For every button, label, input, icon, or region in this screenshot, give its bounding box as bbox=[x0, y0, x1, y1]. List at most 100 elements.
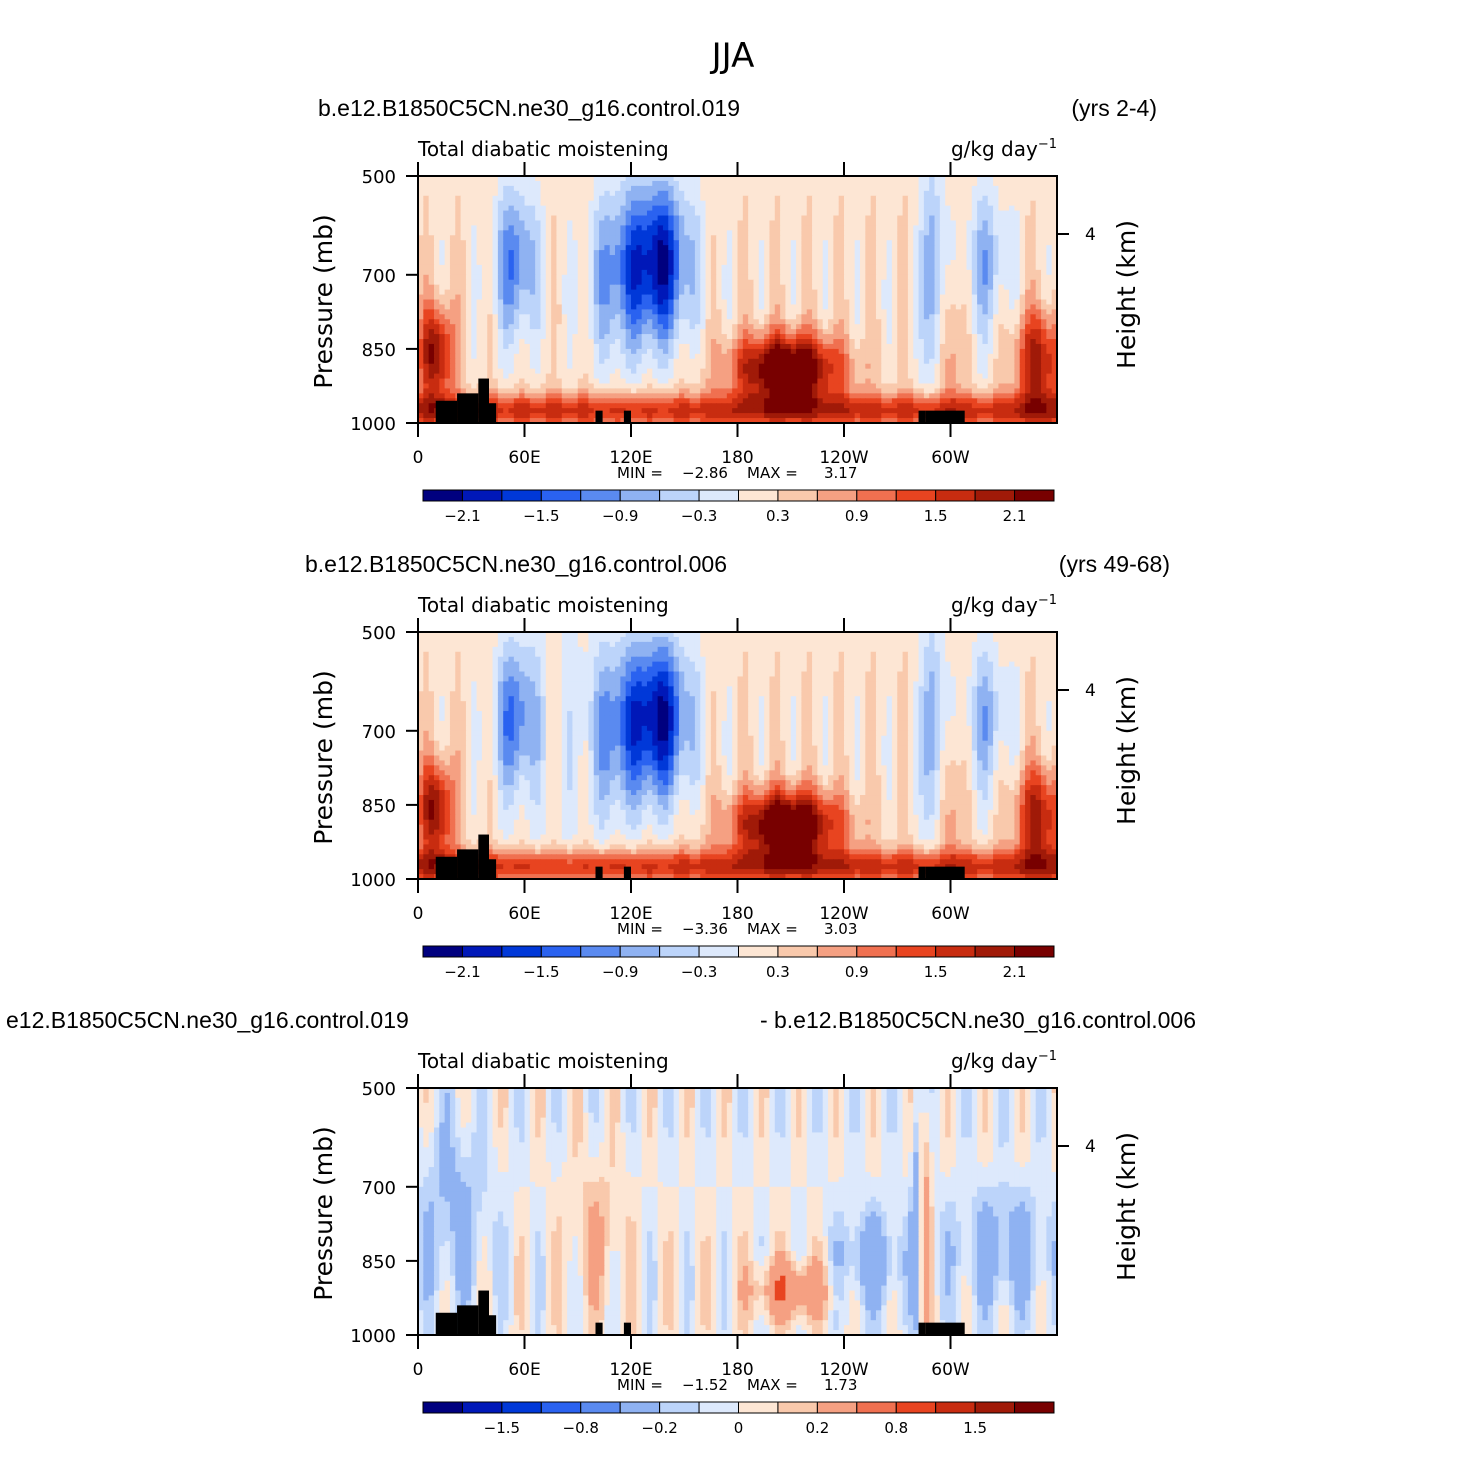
field-cell bbox=[892, 206, 898, 212]
field-cell bbox=[775, 369, 781, 375]
field-cell bbox=[807, 240, 813, 246]
field-cell bbox=[1030, 349, 1036, 355]
field-cell bbox=[1004, 314, 1010, 320]
field-cell bbox=[977, 181, 983, 187]
field-cell bbox=[913, 295, 919, 301]
field-cell bbox=[471, 349, 477, 355]
field-cell bbox=[455, 300, 461, 306]
field-cell bbox=[679, 369, 685, 375]
field-cell bbox=[753, 364, 759, 370]
field-cell bbox=[775, 374, 781, 380]
field-cell bbox=[1041, 255, 1047, 261]
field-cell bbox=[578, 235, 584, 241]
field-cell bbox=[823, 225, 829, 231]
field-cell bbox=[812, 309, 818, 315]
field-cell bbox=[961, 280, 967, 286]
field-cell bbox=[871, 250, 877, 256]
field-cell bbox=[738, 235, 744, 241]
field-cell bbox=[940, 265, 946, 271]
field-cell bbox=[588, 245, 594, 251]
field-cell bbox=[530, 339, 536, 345]
field-cell bbox=[525, 324, 531, 330]
field-cell bbox=[839, 220, 845, 226]
field-cell bbox=[540, 220, 546, 226]
field-cell bbox=[828, 275, 834, 281]
field-cell bbox=[855, 314, 861, 320]
field-cell bbox=[684, 349, 690, 355]
field-cell bbox=[780, 314, 786, 320]
field-cell bbox=[594, 314, 600, 320]
field-cell bbox=[652, 196, 658, 202]
field-cell bbox=[849, 354, 855, 360]
field-cell bbox=[679, 280, 685, 286]
field-cell bbox=[956, 196, 962, 202]
field-cell bbox=[562, 235, 568, 241]
field-cell bbox=[1025, 304, 1031, 310]
field-cell bbox=[700, 275, 706, 281]
field-cell bbox=[455, 225, 461, 231]
field-cell bbox=[1025, 255, 1031, 261]
field-cell bbox=[945, 290, 951, 296]
field-cell bbox=[1036, 260, 1042, 266]
field-cell bbox=[764, 334, 770, 340]
field-cell bbox=[445, 201, 451, 207]
field-cell bbox=[551, 280, 557, 286]
field-cell bbox=[881, 319, 887, 325]
field-cell bbox=[823, 220, 829, 226]
field-cell bbox=[892, 280, 898, 286]
field-cell bbox=[785, 245, 791, 251]
field-cell bbox=[966, 216, 972, 222]
field-cell bbox=[759, 270, 765, 276]
field-cell bbox=[945, 359, 951, 365]
field-cell bbox=[429, 275, 435, 281]
field-cell bbox=[509, 275, 515, 281]
field-cell bbox=[572, 186, 578, 192]
field-cell bbox=[951, 304, 957, 310]
field-cell bbox=[759, 329, 765, 335]
field-cell bbox=[471, 364, 477, 370]
field-cell bbox=[897, 334, 903, 340]
field-cell bbox=[695, 186, 701, 192]
field-cell bbox=[785, 354, 791, 360]
field-cell bbox=[865, 364, 871, 370]
field-cell bbox=[594, 245, 600, 251]
field-cell bbox=[439, 220, 445, 226]
field-cell bbox=[450, 196, 456, 202]
field-cell bbox=[594, 349, 600, 355]
field-cell bbox=[732, 275, 738, 281]
field-cell bbox=[988, 339, 994, 345]
field-cell bbox=[716, 369, 722, 375]
field-cell bbox=[679, 300, 685, 306]
field-cell bbox=[604, 196, 610, 202]
field-cell bbox=[514, 314, 520, 320]
field-cell bbox=[535, 196, 541, 202]
field-cell bbox=[434, 319, 440, 325]
field-cell bbox=[1014, 369, 1020, 375]
field-cell bbox=[940, 324, 946, 330]
field-cell bbox=[929, 191, 935, 197]
field-cell bbox=[977, 290, 983, 296]
field-cell bbox=[988, 290, 994, 296]
field-cell bbox=[439, 295, 445, 301]
field-cell bbox=[919, 314, 925, 320]
field-cell bbox=[801, 349, 807, 355]
field-cell bbox=[1014, 250, 1020, 256]
field-cell bbox=[748, 349, 754, 355]
field-cell bbox=[855, 211, 861, 217]
field-cell bbox=[844, 304, 850, 310]
field-cell bbox=[887, 201, 893, 207]
field-cell bbox=[727, 324, 733, 330]
field-cell bbox=[642, 319, 648, 325]
field-cell bbox=[977, 275, 983, 281]
field-cell bbox=[546, 275, 552, 281]
field-cell bbox=[849, 344, 855, 350]
field-cell bbox=[807, 220, 813, 226]
field-cell bbox=[684, 300, 690, 306]
field-cell bbox=[445, 270, 451, 276]
field-cell bbox=[897, 339, 903, 345]
field-cell bbox=[956, 211, 962, 217]
field-cell bbox=[498, 359, 504, 365]
field-cell bbox=[610, 201, 616, 207]
field-cell bbox=[892, 319, 898, 325]
field-cell bbox=[690, 339, 696, 345]
